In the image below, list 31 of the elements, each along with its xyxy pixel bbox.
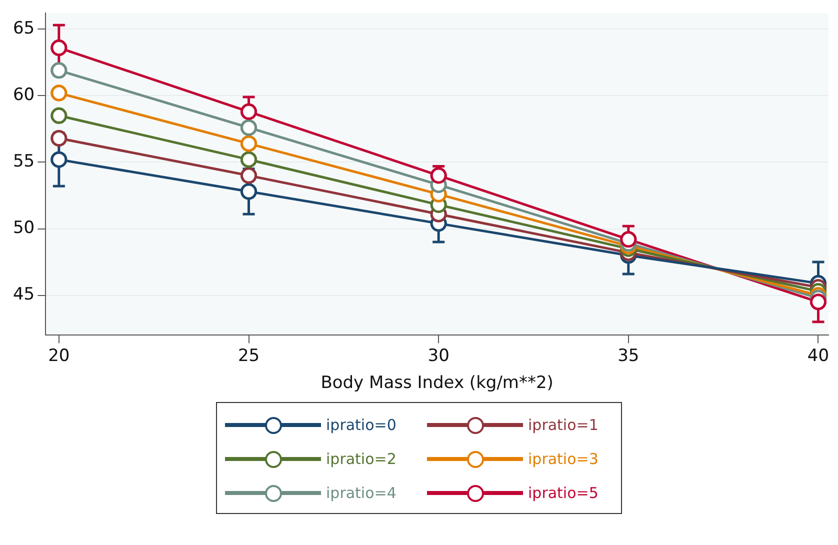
point xyxy=(50,130,68,147)
x-tick-label: 35 xyxy=(618,346,640,366)
point xyxy=(50,151,68,168)
y-tick-label: 50 xyxy=(12,218,35,238)
x-tick-label: 30 xyxy=(428,346,450,366)
point xyxy=(240,119,258,136)
point xyxy=(50,40,68,56)
text: ipratio=3 xyxy=(528,450,598,468)
y-tick-label: 65 xyxy=(12,18,35,39)
point xyxy=(240,183,258,200)
point xyxy=(50,107,68,124)
point xyxy=(240,151,258,168)
point xyxy=(810,294,826,310)
y-tick-label: 60 xyxy=(12,85,35,106)
text: ipratio=5 xyxy=(528,484,598,502)
x-axis-title: Body Mass Index (kg/m**2) xyxy=(320,373,554,394)
point xyxy=(240,167,258,184)
text: ipratio=1 xyxy=(528,416,598,434)
x-tick-label: 25 xyxy=(238,346,260,366)
point xyxy=(240,135,258,152)
text: ipratio=2 xyxy=(326,450,396,468)
x-tick-label: 20 xyxy=(48,346,70,366)
point xyxy=(620,231,637,248)
point xyxy=(50,62,68,79)
x-tick-label: 40 xyxy=(807,346,830,366)
y-tick-label: 55 xyxy=(12,152,35,172)
point xyxy=(240,103,258,120)
y-tick-label: 45 xyxy=(12,284,35,305)
text: ipratio=0 xyxy=(326,416,396,434)
text: ipratio=4 xyxy=(326,484,396,502)
point xyxy=(50,84,68,102)
